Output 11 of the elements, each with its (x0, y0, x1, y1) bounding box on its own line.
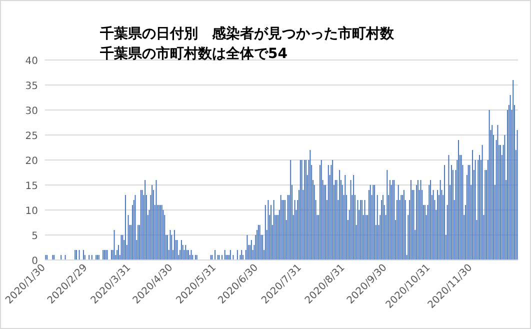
chart-subtitle: 千葉県の市町村数は全体で54 (99, 45, 288, 62)
y-tick-label: 20 (25, 156, 38, 167)
y-tick-label: 35 (25, 81, 38, 92)
y-tick-label: 10 (25, 206, 38, 217)
y-tick-label: 0 (32, 256, 38, 267)
y-tick-label: 25 (25, 131, 38, 142)
y-tick-label: 5 (32, 231, 38, 242)
y-tick-label: 15 (25, 181, 38, 192)
y-tick-label: 30 (25, 106, 38, 117)
chart-title: 千葉県の日付別 感染者が見つかった市町村数 (99, 25, 395, 42)
y-tick-label: 40 (25, 56, 38, 67)
